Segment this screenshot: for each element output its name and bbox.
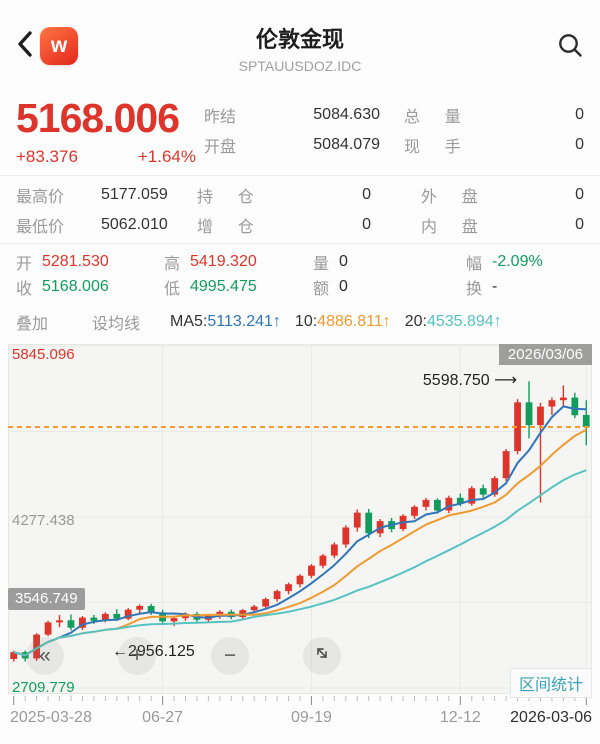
field-value: 5084.630 <box>313 106 380 123</box>
diagonal-resize-icon <box>313 644 331 668</box>
plus-icon: + <box>130 644 144 667</box>
minus-icon: − <box>223 644 237 667</box>
high-annotation: 5598.750 ⟶ <box>422 372 518 390</box>
ohlc-value: 5168.006 <box>42 277 109 295</box>
y-axis-label: 3546.749 <box>8 587 85 610</box>
ohlc-value: 5419.320 <box>190 252 257 270</box>
x-axis-label: 12-12 <box>439 709 481 726</box>
stat-value: 0 <box>575 216 584 233</box>
stat-label: 最低价 <box>16 219 65 236</box>
ohlc-value: 0 <box>339 252 348 270</box>
stat-label: 内盘 <box>421 219 503 236</box>
candlestick-chart[interactable] <box>8 344 592 694</box>
stat-value: 0 <box>575 186 584 203</box>
stat-label: 持仓 <box>197 189 279 206</box>
kline-chart-area: 2026/03/06 5598.750 ⟶ ←2956.125 « + − 区间… <box>0 342 600 740</box>
field-label: 总量 <box>404 109 486 126</box>
last-price: 5168.006 <box>16 95 180 141</box>
low-annotation: ←2956.125 <box>112 642 195 660</box>
stat-label: 外盘 <box>421 189 503 206</box>
field-label: 现手 <box>404 139 486 156</box>
title-block: 伦敦金现 SPTAUUSDOZ.IDC <box>0 11 600 77</box>
ohlc-label: 开 <box>16 255 33 273</box>
ma-toolbar: 叠加 设均线 MA5:5113.241↑ 10:4886.811↑ 20:453… <box>0 302 600 342</box>
y-axis-label: 4277.438 <box>12 512 75 530</box>
ma-values: MA5:5113.241↑ 10:4886.811↑ 20:4535.894↑ <box>170 313 502 331</box>
ohlc-label: 幅 <box>466 255 483 273</box>
latest-date-badge: 2026/03/06 <box>498 344 592 365</box>
ma20-value: 20:4535.894↑ <box>404 313 502 330</box>
search-icon <box>556 31 584 62</box>
stat-value: 5177.059 <box>101 186 168 203</box>
double-chevron-left-icon: « <box>39 644 51 667</box>
overlay-button[interactable]: 叠加 <box>16 310 48 334</box>
expand-button[interactable] <box>303 637 341 675</box>
y-axis-label: 2709.779 <box>12 678 75 696</box>
x-axis-ticks <box>13 696 587 705</box>
search-button[interactable] <box>552 28 588 64</box>
zoom-in-button[interactable]: + <box>118 637 156 675</box>
quote-panel: 5168.006 +83.376 +1.64% 昨结 5084.630 总量 0… <box>0 88 600 176</box>
stat-label: 增仓 <box>197 219 279 236</box>
x-axis-label: 06-27 <box>142 709 184 726</box>
ohlc-label: 换 <box>466 280 483 298</box>
field-label: 开盘 <box>204 139 237 156</box>
ohlc-label: 低 <box>164 280 181 298</box>
ohlc-label: 量 <box>313 255 330 273</box>
ohlc-value: -2.09% <box>492 252 543 270</box>
top-bar: w 伦敦金现 SPTAUUSDOZ.IDC <box>0 0 600 88</box>
y-axis-label: 5845.096 <box>12 346 75 364</box>
ohlc-value: - <box>492 277 498 295</box>
x-axis: 2025-03-28 06-27 09-19 12-12 2026-03-06 <box>0 696 600 740</box>
chevron-left-icon <box>17 30 33 60</box>
field-label: 昨结 <box>204 109 237 126</box>
ohlc-label: 高 <box>164 255 181 273</box>
stats-panel: 最高价 5177.059 持仓 0 外盘 0 最低价 5062.010 增仓 0… <box>0 176 600 244</box>
pan-left-button[interactable]: « <box>26 637 64 675</box>
stat-value: 0 <box>362 186 371 203</box>
app-logo-icon[interactable]: w <box>40 27 78 65</box>
price-change: +83.376 <box>16 147 78 166</box>
set-ma-button[interactable]: 设均线 <box>92 310 140 334</box>
zoom-out-button[interactable]: − <box>211 637 249 675</box>
ohlc-value: 4995.475 <box>190 277 257 295</box>
back-button[interactable] <box>8 26 42 64</box>
ohlc-label: 额 <box>313 280 330 298</box>
ma10-value: 10:4886.811↑ <box>294 313 391 330</box>
field-value: 0 <box>575 136 584 153</box>
stat-value: 5062.010 <box>101 216 168 233</box>
ma5-value: MA5:5113.241↑ <box>170 313 281 330</box>
ohlc-value: 5281.530 <box>42 252 109 270</box>
stat-value: 0 <box>362 216 371 233</box>
stat-label: 最高价 <box>16 189 65 206</box>
field-value: 0 <box>575 106 584 123</box>
page-title: 伦敦金现 <box>255 27 344 52</box>
field-value: 5084.079 <box>313 136 380 153</box>
price-change-percent: +1.64% <box>137 147 196 166</box>
ohlc-label: 收 <box>16 280 33 298</box>
quote-fields: 昨结 5084.630 总量 0 开盘 5084.079 现手 0 <box>204 100 584 175</box>
x-axis-label: 09-19 <box>290 709 332 726</box>
symbol-code: SPTAUUSDOZ.IDC <box>238 58 362 74</box>
ohlc-value: 0 <box>339 277 348 295</box>
range-statistics-button[interactable]: 区间统计 <box>509 668 592 698</box>
bar-ohlc-panel: 开 5281.530 高 5419.320 量 0 幅 -2.09% 收 516… <box>0 244 600 302</box>
x-axis-label: 2026-03-06 <box>510 709 592 726</box>
x-axis-label: 2025-03-28 <box>10 709 92 726</box>
